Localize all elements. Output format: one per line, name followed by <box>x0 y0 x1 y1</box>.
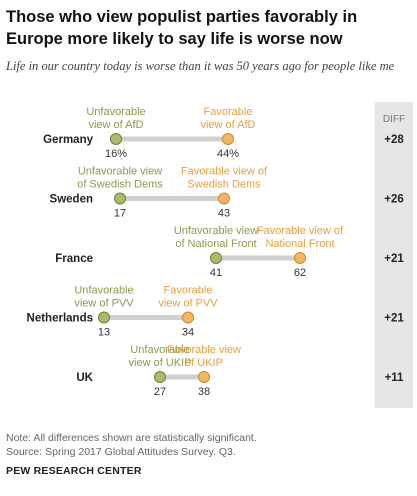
diff-value: +21 <box>384 313 404 325</box>
pew-logo-text: PEW RESEARCH CENTER <box>6 465 142 477</box>
diff-value: +26 <box>384 194 404 206</box>
unfavorable-caption: Unfavorable view <box>174 225 258 237</box>
unfavorable-value: 13 <box>98 327 110 339</box>
diff-header: DIFF <box>383 114 405 125</box>
favorable-caption: Favorable <box>164 285 213 297</box>
unfavorable-dot <box>114 192 126 205</box>
favorable-dot <box>198 371 210 383</box>
footnote: Note: All differences shown are statisti… <box>6 432 257 444</box>
unfavorable-caption: of National Front <box>175 238 256 250</box>
chart-title: Those who view populist parties favorabl… <box>6 8 358 48</box>
favorable-value: 34 <box>182 327 194 339</box>
favorable-caption: of UKIP <box>185 357 223 369</box>
favorable-caption: Favorable view of <box>181 166 268 178</box>
diff-value: +11 <box>385 372 404 384</box>
country-label: Sweden <box>50 194 93 206</box>
favorable-dot <box>294 252 306 264</box>
chart-subtitle: Life in our country today is worse than … <box>6 59 395 73</box>
favorable-caption: Favorable <box>204 106 253 118</box>
favorable-dot <box>182 311 194 324</box>
unfavorable-caption: Unfavorable <box>130 344 189 356</box>
unfavorable-value: 27 <box>154 386 166 398</box>
unfavorable-caption: Unfavorable view <box>78 166 162 178</box>
source-note: Source: Spring 2017 Global Attitudes Sur… <box>6 446 236 458</box>
favorable-dot <box>218 192 230 205</box>
unfavorable-caption: Unfavorable <box>86 106 145 118</box>
country-label: Netherlands <box>27 313 93 325</box>
diff-value: +28 <box>384 134 404 146</box>
unfavorable-caption: view of AfD <box>88 119 143 131</box>
favorable-value: 62 <box>294 267 306 279</box>
favorable-caption: National Front <box>265 238 334 250</box>
favorable-caption: view of AfD <box>200 119 255 131</box>
diff-panel <box>375 102 413 408</box>
favorable-caption: Favorable view of <box>257 225 344 237</box>
unfavorable-caption: of Swedish Dems <box>77 179 163 191</box>
unfavorable-dot <box>154 371 166 383</box>
country-label: France <box>55 253 93 265</box>
diff-value: +21 <box>384 253 404 265</box>
favorable-caption: Swedish Dems <box>187 179 261 191</box>
country-label: Germany <box>43 134 93 146</box>
favorable-value: 44% <box>217 148 239 160</box>
unfavorable-caption: Unfavorable <box>74 285 133 297</box>
unfavorable-dot <box>110 133 122 145</box>
favorable-value: 38 <box>198 386 210 398</box>
favorable-value: 43 <box>218 208 230 220</box>
favorable-caption: Favorable view <box>167 344 241 356</box>
unfavorable-dot <box>210 252 222 264</box>
unfavorable-value: 16% <box>105 148 127 160</box>
unfavorable-value: 17 <box>114 208 126 220</box>
country-label: UK <box>76 372 93 384</box>
favorable-caption: view of PVV <box>158 298 218 310</box>
favorable-dot <box>222 133 234 145</box>
unfavorable-caption: view of UKIP <box>129 357 192 369</box>
unfavorable-caption: view of PVV <box>74 298 134 310</box>
unfavorable-dot <box>98 311 110 324</box>
unfavorable-value: 41 <box>210 267 222 279</box>
